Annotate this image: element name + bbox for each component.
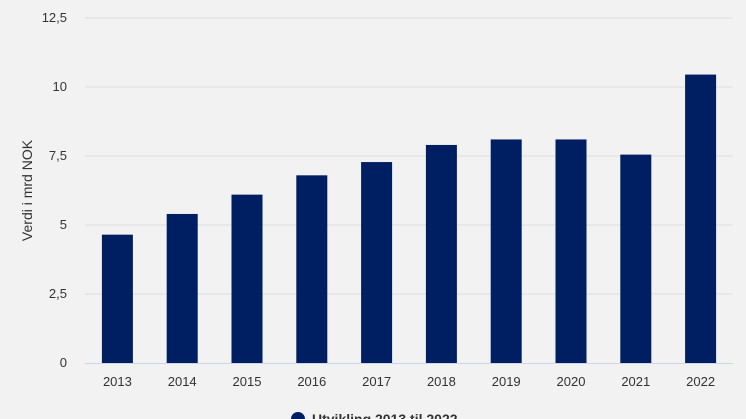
bar-2016[interactable] — [296, 175, 328, 363]
y-tick-label: 5 — [60, 217, 67, 232]
x-axis-tick-labels: 2013 2014 2015 2016 2017 2018 2019 2020 2021 2022 — [103, 374, 715, 389]
y-tick-label: 0 — [60, 355, 67, 370]
y-tick-label: 10 — [53, 79, 67, 94]
legend-label[interactable]: Utvikling 2013 til 2022 — [312, 411, 458, 419]
x-tick-label: 2013 — [103, 374, 132, 389]
bar-2021[interactable] — [620, 154, 652, 363]
x-tick-label: 2021 — [621, 374, 650, 389]
legend[interactable]: Utvikling 2013 til 2022 — [291, 411, 458, 419]
legend-marker[interactable] — [291, 412, 305, 419]
bar-2019[interactable] — [490, 139, 522, 363]
x-tick-label: 2018 — [427, 374, 456, 389]
bar-2020[interactable] — [555, 139, 587, 363]
y-axis-tick-labels: 0 2,5 5 7,5 10 12,5 — [42, 10, 67, 370]
x-tick-label: 2014 — [168, 374, 197, 389]
y-tick-label: 2,5 — [49, 286, 67, 301]
y-tick-label: 12,5 — [42, 10, 67, 25]
bar-2014[interactable] — [166, 213, 198, 363]
y-axis-title: Verdi i mrd NOK — [19, 139, 35, 241]
bar-2013[interactable] — [101, 234, 133, 363]
bar-2018[interactable] — [425, 144, 457, 363]
x-tick-label: 2020 — [557, 374, 586, 389]
x-tick-label: 2016 — [297, 374, 326, 389]
bar-2017[interactable] — [361, 162, 393, 363]
y-tick-label: 7,5 — [49, 148, 67, 163]
x-tick-label: 2022 — [686, 374, 715, 389]
x-tick-label: 2019 — [492, 374, 521, 389]
bar-2015[interactable] — [231, 194, 263, 363]
bar-2022[interactable] — [685, 74, 717, 363]
x-tick-label: 2017 — [362, 374, 391, 389]
x-tick-label: 2015 — [233, 374, 262, 389]
bars — [101, 74, 717, 363]
